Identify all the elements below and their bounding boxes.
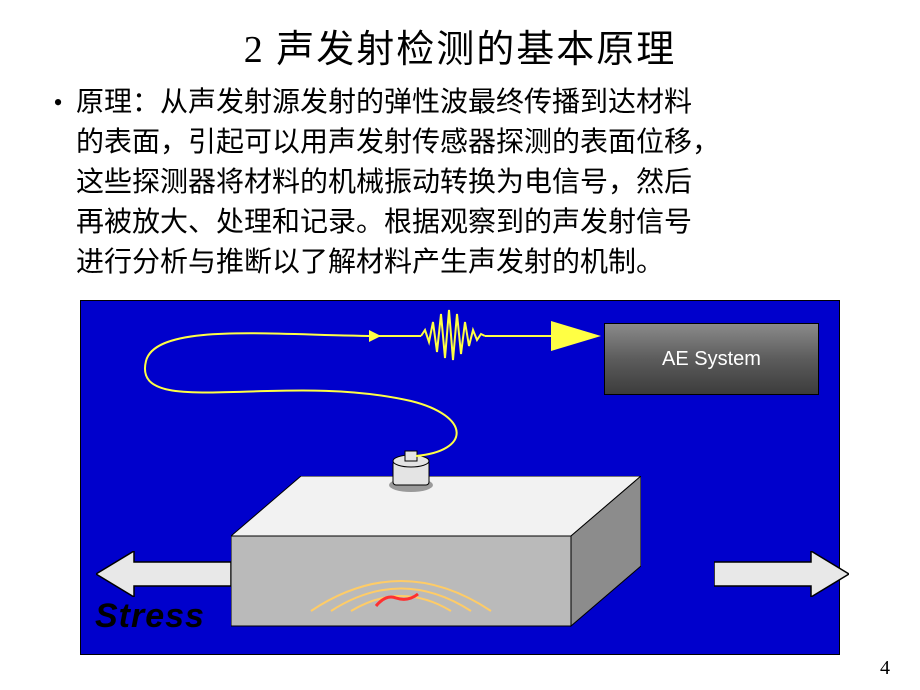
bullet-dot: • [40,83,76,123]
stress-arrow-left [96,551,206,597]
stress-label: Stress [95,597,205,636]
slide-title: 2 声发射检测的基本原理 [0,0,920,83]
page-number: 4 [880,657,890,680]
ae-diagram: AE System [80,300,840,655]
stress-arrow-right [714,551,824,597]
body-line-4: 再被放大、处理和记录。根据观察到的声发射信号 [40,203,875,243]
body-line-3: 这些探测器将材料的机械振动转换为电信号，然后 [40,163,875,203]
sample-block [231,476,641,646]
body-text-block: • 原理：从声发射源发射的弹性波最终传播到达材料 的表面，引起可以用声发射传感器… [0,83,920,283]
signal-path [81,301,841,501]
body-line-5: 进行分析与推断以了解材料产生声发射的机制。 [40,243,875,283]
body-line-1: 原理：从声发射源发射的弹性波最终传播到达材料 [76,83,692,123]
body-line-2: 的表面，引起可以用声发射传感器探测的表面位移， [40,123,875,163]
